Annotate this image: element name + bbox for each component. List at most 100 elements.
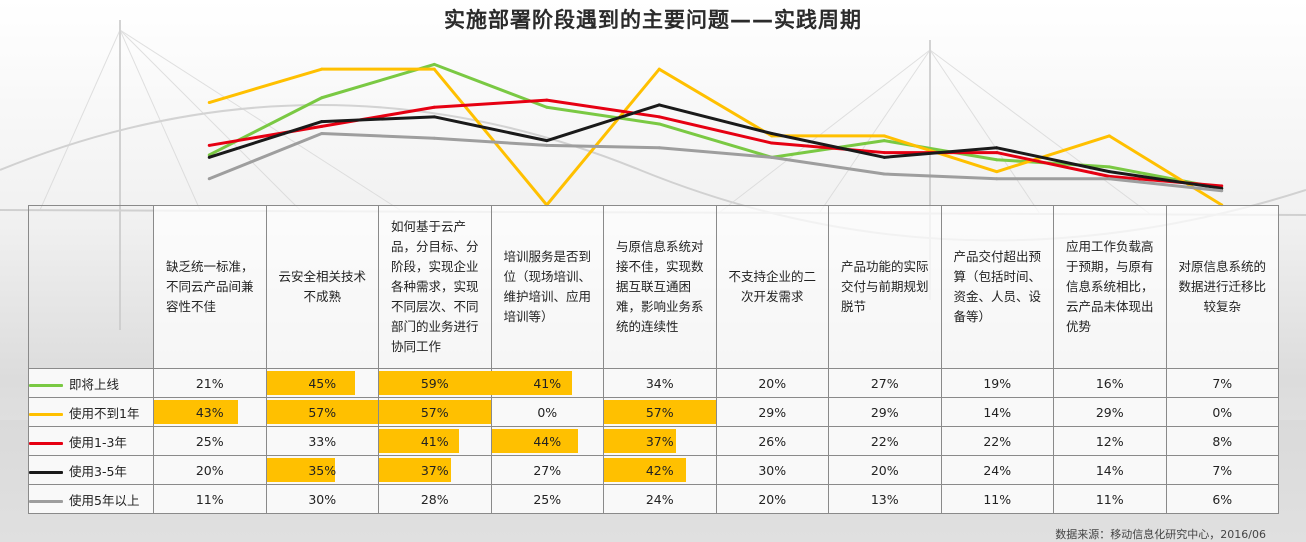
cell-value: 8% <box>1212 433 1233 449</box>
column-header-label: 如何基于云产 品，分目标、分 阶段，实现企业 各种需求，实现 不同层次、不同 部门的业务进… <box>391 217 479 357</box>
table-row: 即将上线 21% 45% 59% 41% 34% 20% 27% 19% 16% 7% <box>28 368 1279 398</box>
table-cell: 11% <box>940 484 1054 514</box>
column-header-10: 对原信息系统的 数据进行迁移比 较复杂 <box>1165 205 1279 369</box>
cell-value: 12% <box>1095 433 1124 449</box>
column-header-text: 统的连续性 <box>615 319 679 334</box>
cell-value: 27% <box>533 462 562 478</box>
column-header-text: 不成熟 <box>303 289 341 304</box>
series-line-1 <box>208 62 1223 190</box>
cell-value: 24% <box>645 491 674 507</box>
column-header-label: 云安全相关技术 不成熟 <box>278 267 366 307</box>
data-point <box>1107 165 1111 169</box>
cell-value: 28% <box>420 491 449 507</box>
table-cell: 57% <box>265 397 379 427</box>
table-cell: 6% <box>1165 484 1279 514</box>
column-header-text: 部门的业务进行 <box>390 319 479 334</box>
column-header-text: 如何基于云产 <box>390 219 466 234</box>
data-point <box>545 105 549 109</box>
data-point <box>432 115 436 119</box>
table-cell: 20% <box>153 455 267 485</box>
column-header-text: 云产品未体现出 <box>1065 299 1154 314</box>
column-header-text: 备等） <box>953 309 991 324</box>
table-cell: 57% <box>378 397 492 427</box>
data-point <box>320 132 324 135</box>
table-cell: 11% <box>1053 484 1167 514</box>
column-header-text: 接不佳，实现数 <box>615 259 704 274</box>
table-cell: 25% <box>490 484 604 514</box>
column-header-text: 与原信息系统对 <box>615 239 704 254</box>
data-point <box>657 115 661 119</box>
column-header-label: 产品功能的实际 交付与前期规划 脱节 <box>841 257 929 317</box>
highlight-bar <box>266 400 378 424</box>
data-point <box>207 155 211 159</box>
data-point <box>1107 170 1111 174</box>
column-header-text: 于预期，与原有 <box>1065 259 1154 274</box>
data-point <box>995 151 999 155</box>
legend-item: 使用1-3年 <box>28 426 154 456</box>
legend-label: 使用5年以上 <box>69 492 140 508</box>
cell-value: 20% <box>758 375 787 391</box>
column-header-text: 次开发需求 <box>740 289 804 304</box>
cell-value: 30% <box>308 491 337 507</box>
column-header-label: 应用工作负载高 于预期，与原有 信息系统相比， 云产品未体现出 优势 <box>1066 237 1154 337</box>
cell-value: 37% <box>420 462 449 478</box>
column-header-label: 产品交付超出预 算（包括时间、 资金、人员、设 备等） <box>953 247 1041 327</box>
table-cell: 33% <box>265 426 379 456</box>
highlight-bar <box>604 429 677 453</box>
data-point <box>882 134 886 138</box>
data-point <box>545 139 549 143</box>
table-cell: 20% <box>828 455 942 485</box>
data-source-note: 数据来源：移动信息化研究中心，2016/06 <box>1055 528 1266 541</box>
table-cell: 22% <box>940 426 1054 456</box>
column-header-text: 品，分目标、分 <box>390 239 479 254</box>
column-header-text: 据互联互通困 <box>615 279 691 294</box>
highlight-bar <box>491 371 572 395</box>
cell-value: 0% <box>1212 404 1233 420</box>
highlight-bar <box>154 400 239 424</box>
table-cell: 21% <box>153 368 267 398</box>
data-point <box>770 141 774 145</box>
table-cell: 20% <box>715 368 829 398</box>
column-header-text: 云安全相关技术 <box>278 269 366 284</box>
data-point <box>657 67 661 71</box>
column-header-text: 阶段，实现企业 <box>390 259 479 274</box>
cell-value: 43% <box>195 404 224 420</box>
cell-value: 29% <box>870 404 899 420</box>
cell-value: 44% <box>533 433 562 449</box>
table-cell: 25% <box>153 426 267 456</box>
table-cell: 45% <box>265 368 379 398</box>
column-header-text: 交付与前期规划 <box>840 279 929 294</box>
series-line-5 <box>208 132 1222 193</box>
highlight-bar <box>604 458 687 482</box>
cell-value: 25% <box>533 491 562 507</box>
data-point <box>1107 174 1111 178</box>
highlight-bar <box>266 458 335 482</box>
table-cell: 29% <box>715 397 829 427</box>
table-cell: 0% <box>1165 397 1279 427</box>
cell-value: 21% <box>195 375 224 391</box>
cell-value: 20% <box>195 462 224 478</box>
column-header-text: 维护培训、应用 <box>503 289 591 304</box>
data-point <box>432 105 436 109</box>
column-header-label: 对原信息系统的 数据进行迁移比 较复杂 <box>1178 257 1266 317</box>
cell-value: 57% <box>645 404 674 420</box>
table-cell: 13% <box>828 484 942 514</box>
legend-line-swatch <box>29 441 63 445</box>
column-header-2: 云安全相关技术 不成熟 <box>265 205 379 369</box>
column-header-text: 较复杂 <box>1203 299 1241 314</box>
table-cell: 8% <box>1165 426 1279 456</box>
data-point <box>882 155 886 159</box>
cell-value: 37% <box>645 433 674 449</box>
cell-value: 30% <box>758 462 787 478</box>
legend-label: 使用3-5年 <box>69 463 127 479</box>
series-line-3 <box>208 98 1222 188</box>
data-point <box>432 67 436 71</box>
cell-value: 14% <box>1095 462 1124 478</box>
cell-value: 7% <box>1212 375 1233 391</box>
cell-value: 14% <box>983 404 1012 420</box>
legend-label: 使用不到1年 <box>69 405 140 421</box>
cell-value: 7% <box>1212 462 1233 478</box>
column-header-4: 培训服务是否到 位（现场培训、 维护培训、应用 培训等） <box>490 205 604 369</box>
data-point <box>320 120 324 124</box>
data-point <box>995 177 999 181</box>
